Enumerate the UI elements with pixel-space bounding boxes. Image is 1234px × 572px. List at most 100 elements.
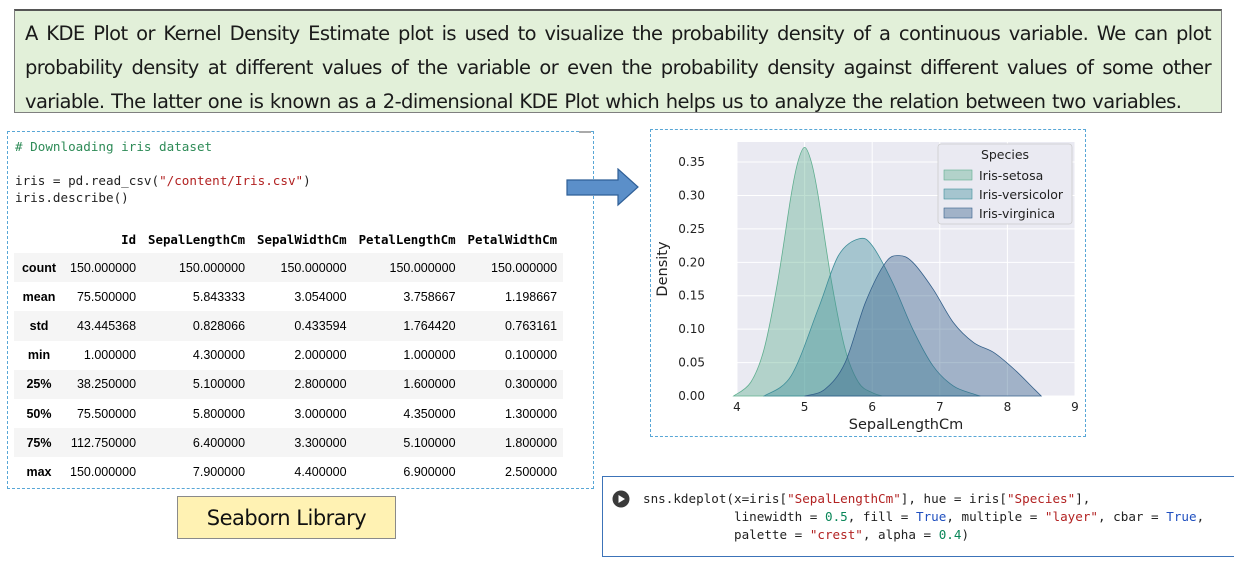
table-cell: 150.000000 (251, 253, 353, 283)
kdeplot-code-cell[interactable]: sns.kdeplot(x=iris["SepalLengthCm"], hue… (602, 476, 1234, 557)
kde-series-iris-setosa (732, 146, 883, 397)
code-block[interactable]: # Downloading iris dataset iris = pd.rea… (15, 138, 311, 206)
table-cell: 75.500000 (76, 406, 137, 421)
y-tick-label: 0.30 (678, 188, 705, 202)
table-corner (14, 225, 64, 253)
table-cell: 4.400000 (294, 464, 347, 479)
y-tick-label: 0.05 (678, 356, 705, 370)
column-header: SepalLengthCm (148, 231, 246, 247)
intro-text-box: A KDE Plot or Kernel Density Estimate pl… (14, 9, 1222, 113)
x-tick-label: 7 (936, 400, 944, 414)
describe-table: Id SepalLengthCm SepalWidthCm PetalLengt… (14, 225, 564, 487)
table-row: std 43.445368 0.828066 0.433594 1.764420 0.76… (14, 311, 564, 341)
legend-box (937, 143, 1073, 225)
table-cell: 0.300000 (461, 369, 564, 399)
table-cell: 2.800000 (251, 369, 353, 399)
table-cell: 6.900000 (403, 464, 456, 479)
y-tick-label: 0.10 (678, 322, 705, 336)
table-cell: 2.500000 (504, 464, 558, 479)
legend-swatch (943, 207, 973, 219)
table-cell: 1.000000 (403, 348, 456, 363)
table-cell: 75.500000 (76, 289, 137, 304)
run-cell-icon[interactable] (612, 490, 630, 508)
kdeplot-code-line-3: palette = "crest", alpha = 0.4) (643, 527, 970, 542)
y-tick-label: 0.15 (678, 289, 705, 303)
table-cell: 1.300000 (504, 406, 558, 421)
column-header: PetalWidthCm (467, 231, 558, 247)
y-axis-label: Density (655, 241, 671, 297)
table-cell: 1.764420 (352, 311, 462, 341)
table-cell: 150.000000 (64, 253, 143, 283)
table-row: max 150.000000 7.900000 4.400000 6.900000 2.5… (14, 457, 563, 486)
table-cell: 43.445368 (64, 311, 143, 341)
table-cell: 3.054000 (294, 289, 347, 304)
kdeplot-code-line-1: sns.kdeplot(x=iris["SepalLengthCm"], hue… (643, 491, 1091, 506)
row-label: count (14, 253, 64, 283)
row-label: mean (22, 289, 56, 304)
y-tick-label: 0.35 (678, 155, 705, 169)
table-row: 50% 75.500000 5.800000 3.000000 4.350000 1.30… (14, 399, 563, 428)
table-cell: 1.800000 (461, 428, 564, 458)
code-line-read-csv: iris = pd.read_csv("/content/Iris.csv") (15, 173, 311, 188)
legend-label: Iris-virginica (979, 206, 1055, 221)
row-label: std (14, 311, 64, 341)
table-header-row: Id SepalLengthCm SepalWidthCm PetalLengt… (14, 225, 563, 253)
row-label: 25% (14, 369, 64, 399)
table-row: count 150.000000 150.000000 150.000000 150.0… (14, 253, 564, 283)
x-tick-label: 5 (801, 400, 809, 414)
x-axis-label: SepalLengthCm (849, 417, 964, 433)
code-comment: # Downloading iris dataset (15, 139, 213, 154)
y-tick-label: 0.25 (678, 222, 705, 236)
table-row: min 1.000000 4.300000 2.000000 1.000000 0.100… (14, 341, 563, 370)
table-cell: 7.900000 (192, 464, 246, 479)
table-cell: 1.600000 (352, 369, 462, 399)
table-cell: 5.800000 (192, 406, 246, 421)
legend-swatch (943, 188, 973, 200)
table-cell: 2.000000 (294, 348, 347, 363)
table-cell: 4.300000 (192, 348, 246, 363)
x-tick-label: 6 (868, 400, 876, 414)
table-cell: 0.828066 (142, 311, 252, 341)
kdeplot-code-line-2: linewidth = 0.5, fill = True, multiple =… (643, 509, 1205, 524)
row-label: 50% (26, 406, 52, 421)
notebook-code-cell[interactable]: # Downloading iris dataset iris = pd.rea… (7, 131, 594, 489)
seaborn-library-text: Seaborn Library (206, 505, 367, 530)
y-tick-label: 0.00 (678, 389, 705, 403)
column-header: Id (121, 231, 137, 247)
table-cell: 1.198667 (504, 289, 558, 304)
table-cell: 150.000000 (352, 253, 462, 283)
legend-swatch (943, 169, 973, 181)
table-cell: 6.400000 (142, 428, 252, 458)
table-row: 25% 38.250000 5.100000 2.800000 1.600000 0.30… (14, 369, 564, 399)
row-label: min (27, 348, 51, 363)
column-header: PetalLengthCm (358, 231, 456, 247)
seaborn-library-label: Seaborn Library (177, 496, 396, 539)
kde-series-iris-versicolor (762, 237, 981, 397)
row-label: 75% (14, 428, 64, 458)
x-tick-label: 4 (733, 400, 741, 414)
column-header: SepalWidthCm (257, 231, 347, 247)
y-tick-label: 0.20 (678, 255, 705, 269)
right-arrow-icon (566, 168, 639, 207)
table-cell: 112.750000 (64, 428, 143, 458)
kdeplot-code-block[interactable]: sns.kdeplot(x=iris["SepalLengthCm"], hue… (643, 490, 1204, 544)
table-cell: 5.100000 (352, 428, 462, 458)
table-cell: 38.250000 (64, 369, 143, 399)
kde-series-iris-virginica (804, 255, 1043, 397)
x-tick-label: 8 (1004, 400, 1012, 414)
table-cell: 0.433594 (251, 311, 353, 341)
table-cell: 3.758667 (403, 289, 456, 304)
table-cell: 150.000000 (142, 253, 252, 283)
x-tick-label: 9 (1071, 400, 1079, 414)
table-cell: 0.763161 (461, 311, 564, 341)
table-cell: 3.000000 (294, 406, 347, 421)
table-cell: 150.000000 (70, 464, 137, 479)
intro-text: A KDE Plot or Kernel Density Estimate pl… (25, 22, 1212, 113)
row-label: max (26, 464, 52, 479)
code-line-describe: iris.describe() (15, 190, 129, 205)
legend-label: Iris-setosa (979, 168, 1043, 183)
table-cell: 5.100000 (142, 369, 252, 399)
kde-plot-output: 4 5 6 7 8 9 0.00 0.05 0.10 0.15 0.20 0.25 0.30 0.35 Se… (650, 129, 1086, 437)
table-cell: 5.843333 (192, 289, 246, 304)
cell-corner-marker (579, 131, 591, 133)
